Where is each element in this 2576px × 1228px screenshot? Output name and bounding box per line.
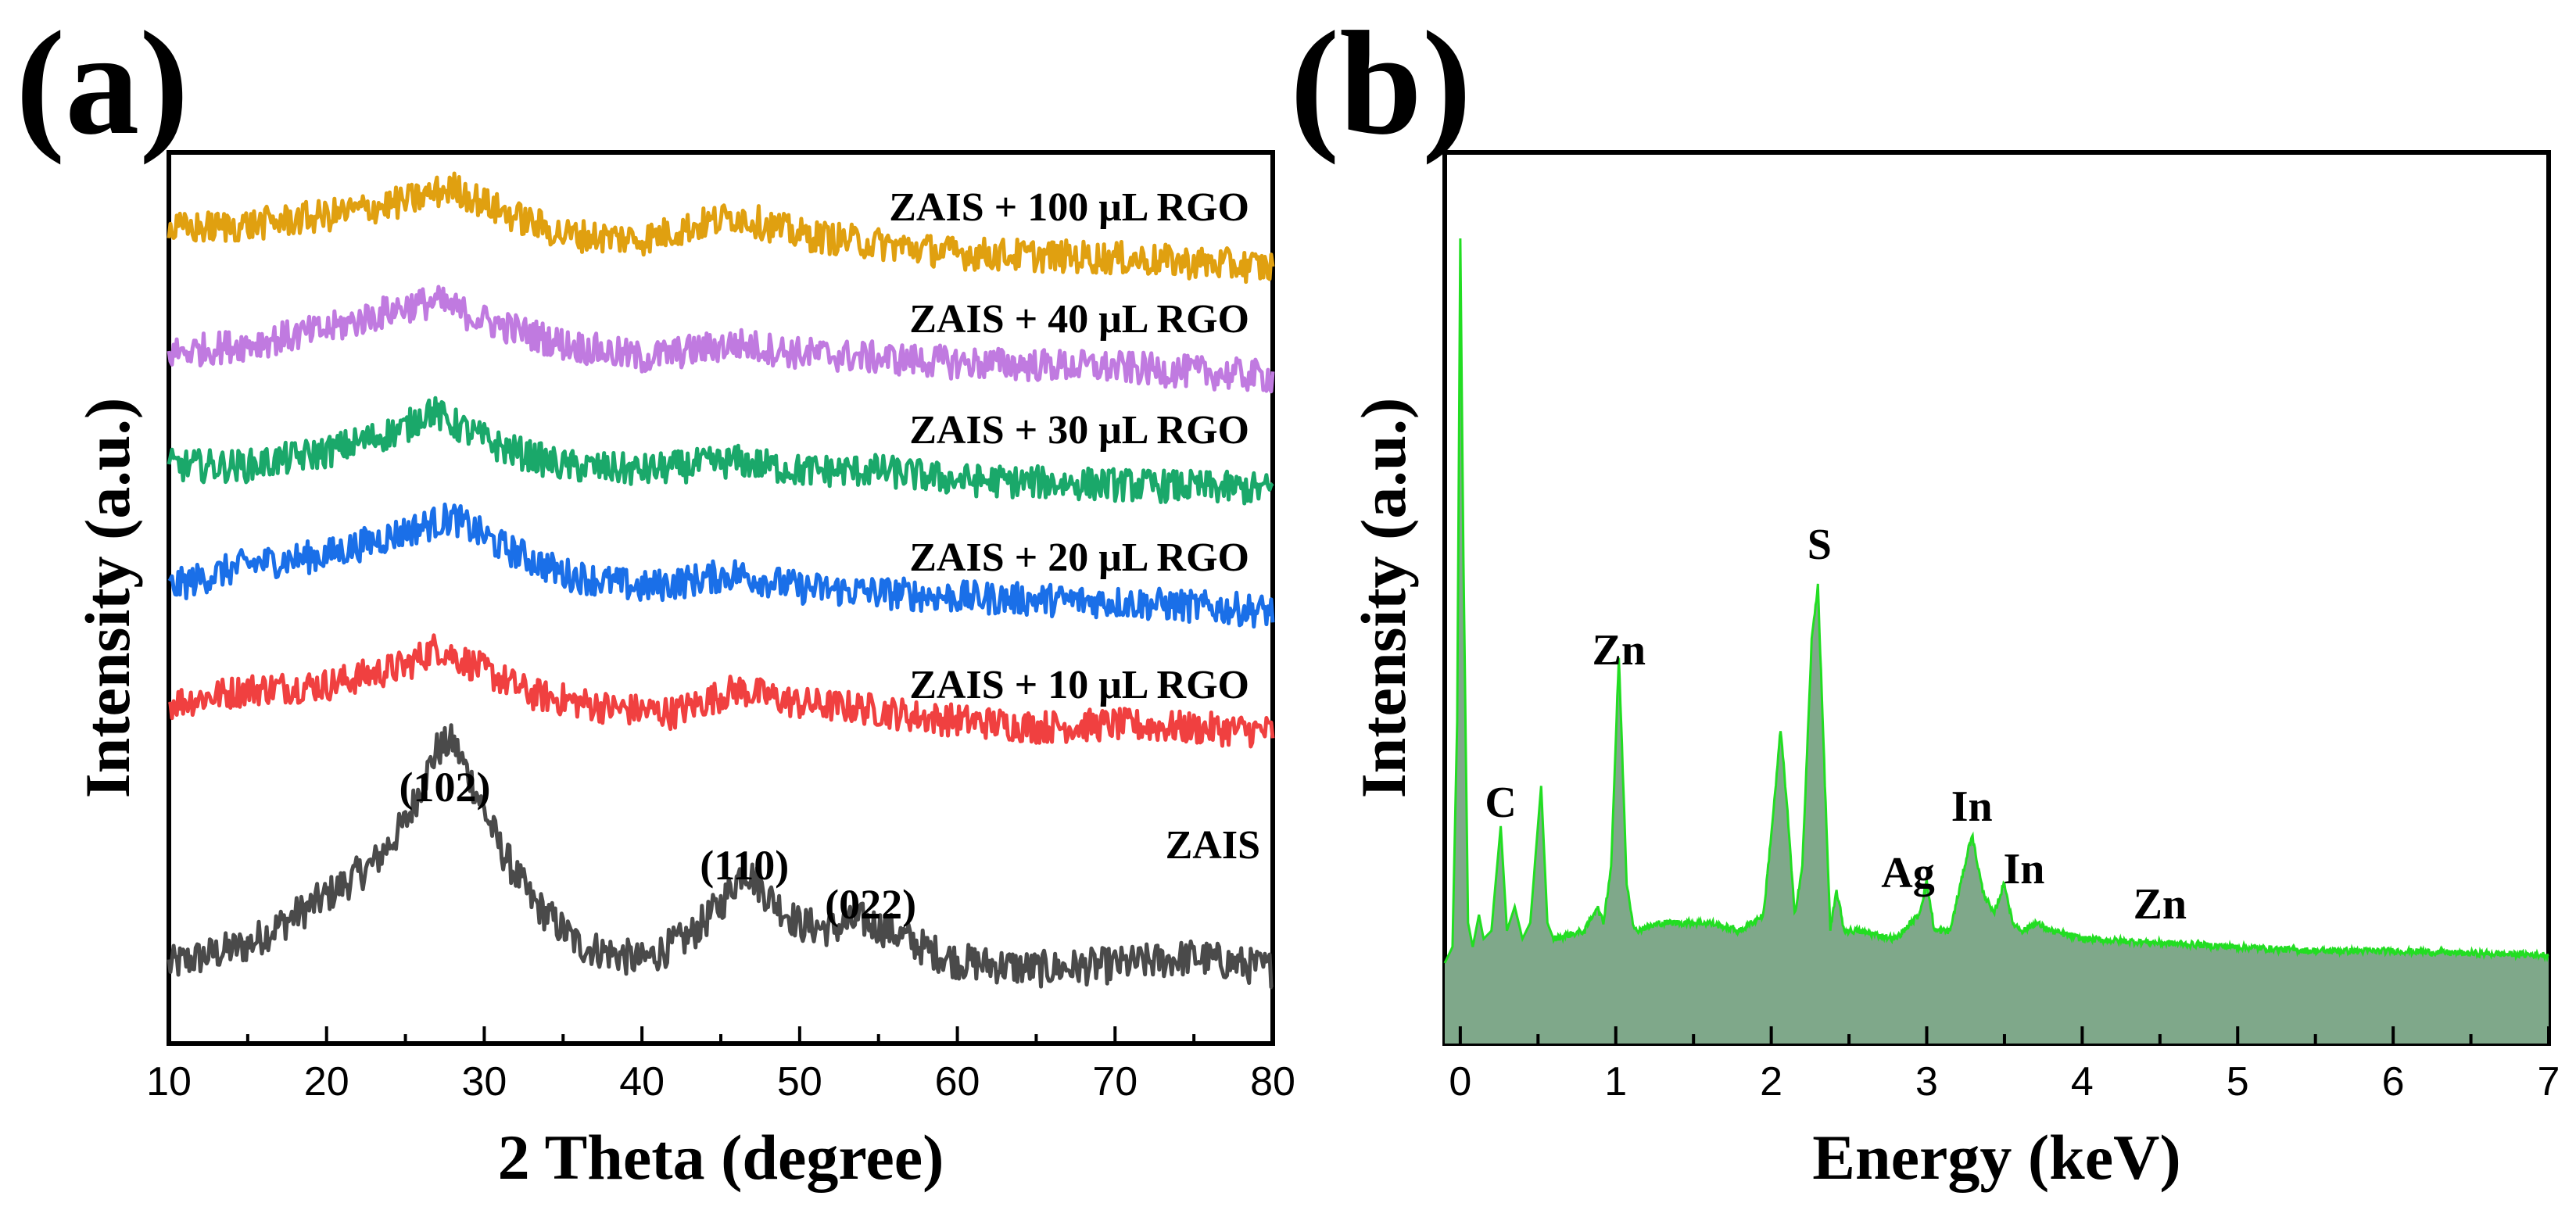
xrd-series-label: ZAIS + 40 μL RGO: [909, 297, 1249, 342]
xrd-x-tick-label: 40: [619, 1059, 665, 1104]
eds-element-label: Zn: [1592, 626, 1646, 675]
xrd-x-tick-label: 20: [304, 1059, 349, 1104]
xrd-x-tick-label: 10: [146, 1059, 192, 1104]
xrd-peak-label: (102): [399, 764, 491, 811]
xrd-peak-annotations: (102) (110) (022): [399, 764, 917, 928]
eds-x-axis-title: Energy (keV): [1812, 1122, 2180, 1193]
eds-y-axis-title: Intensity (a.u.): [1348, 398, 1419, 799]
eds-x-tick-label: 6: [2382, 1059, 2405, 1104]
xrd-x-tick-label: 30: [462, 1059, 507, 1104]
eds-x-tick-label: 2: [1760, 1059, 1782, 1104]
xrd-series-line: [167, 502, 1275, 629]
eds-x-tick-label: 4: [2071, 1059, 2094, 1104]
eds-x-ticks: 0 1 2 3 4 5 6 7: [1449, 1026, 2560, 1104]
eds-x-tick-label: 3: [1915, 1059, 1938, 1104]
eds-spectrum-fill: [1445, 238, 2549, 1044]
xrd-x-tick-label: 70: [1092, 1059, 1138, 1104]
xrd-series-label: ZAIS + 30 μL RGO: [909, 408, 1249, 453]
eds-element-label: In: [2003, 845, 2044, 893]
xrd-x-tick-label: 60: [935, 1059, 980, 1104]
xrd-peak-label: (110): [700, 842, 789, 889]
xrd-series-label: ZAIS + 10 μL RGO: [909, 663, 1249, 707]
xrd-series-label: ZAIS + 100 μL RGO: [889, 185, 1249, 230]
xrd-x-tick-label: 50: [777, 1059, 822, 1104]
xrd-x-ticks: 10 20 30 40 50 60 70 80: [146, 1026, 1295, 1104]
xrd-series-label: ZAIS + 20 μL RGO: [909, 535, 1249, 580]
eds-element-label: S: [1807, 521, 1832, 569]
panel-a-letter: (a): [16, 2, 189, 166]
eds-x-tick-label: 1: [1604, 1059, 1627, 1104]
panel-b-letter: (b): [1290, 2, 1471, 166]
xrd-series-line: [167, 396, 1274, 506]
xrd-x-tick-label: 80: [1250, 1059, 1295, 1104]
xrd-x-axis-title: 2 Theta (degree): [498, 1122, 944, 1193]
eds-spectrum-line: [1443, 238, 2549, 964]
xrd-y-axis-title: Intensity (a.u.): [72, 398, 143, 799]
eds-element-label: C: [1485, 779, 1516, 827]
eds-x-tick-label: 7: [2538, 1059, 2560, 1104]
eds-x-tick-label: 0: [1449, 1059, 1471, 1104]
eds-element-label: Zn: [2134, 880, 2187, 929]
eds-x-tick-label: 5: [2227, 1059, 2249, 1104]
xrd-series-group: [167, 171, 1275, 990]
xrd-series-line: [167, 633, 1275, 749]
xrd-series-labels: ZAIS ZAIS + 10 μL RGO ZAIS + 20 μL RGO ZAIS…: [889, 185, 1260, 868]
eds-element-label: Ag: [1881, 849, 1934, 897]
xrd-series-line: [167, 723, 1274, 990]
eds-spectrum-group: [1443, 238, 2549, 1044]
xrd-series-line: [167, 285, 1275, 394]
xrd-series-label: ZAIS: [1166, 823, 1260, 868]
xrd-series-line: [167, 171, 1275, 285]
eds-element-label: In: [1951, 782, 1993, 831]
xrd-peak-label: (022): [825, 881, 916, 928]
